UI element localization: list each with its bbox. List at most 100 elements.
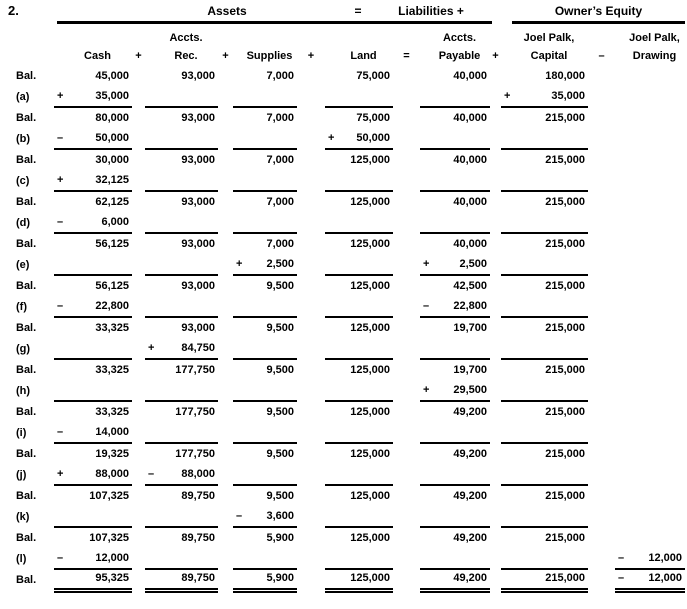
land-cell [325, 338, 393, 360]
separator-cell [218, 548, 233, 569]
capital-cell [501, 338, 588, 360]
accts-rec-cell [145, 212, 218, 234]
amount-value: 177,750 [175, 364, 215, 376]
row-label: (k) [16, 511, 30, 523]
supplies-cell: 9,500 [233, 485, 297, 506]
plus-separator: + [307, 50, 315, 62]
separator-cell [588, 548, 615, 569]
amount-value: 14,000 [95, 426, 129, 438]
supplies-cell: 7,000 [233, 191, 297, 212]
separator-cell [297, 86, 325, 107]
supplies-cell: +2,500 [233, 254, 297, 276]
supplies-cell [233, 86, 297, 108]
drawing-cell [615, 380, 685, 401]
separator-cell [393, 254, 420, 275]
balance-row: Bal. 95,325 89,750 5,900 125,000 49,200 215,00… [14, 569, 685, 593]
supplies-cell: 9,500 [233, 401, 297, 422]
row-label: (b) [16, 133, 31, 145]
row-label: Bal. [16, 154, 37, 166]
row-label: (d) [16, 217, 31, 229]
separator-cell [490, 254, 501, 275]
amount-sign: + [423, 384, 430, 396]
col-header-land: Land [350, 50, 377, 62]
transaction-row: (e) +2,500 +2,500 [14, 254, 685, 276]
amount-value: 88,000 [95, 468, 129, 480]
separator-cell [218, 296, 233, 317]
accts-rec-cell [145, 380, 218, 402]
row-label: Bal. [16, 490, 37, 502]
accts-rec-cell: +84,750 [145, 338, 218, 360]
separator-cell [393, 527, 420, 548]
amount-value: 9,500 [266, 364, 294, 376]
balance-row: Bal. 107,325 89,750 5,900 125,000 49,200 215,0… [14, 527, 685, 548]
separator-cell [588, 422, 615, 443]
separator-cell [218, 212, 233, 233]
transaction-row: (l) – 12,000 – 12,000 [14, 548, 685, 570]
separator-cell [132, 296, 145, 317]
separator-cell [297, 65, 325, 86]
supplies-cell: 7,000 [233, 233, 297, 254]
column-header-line2: Cash + Rec. + Supplies + Land = Payable … [14, 46, 685, 65]
capital-cell: 215,000 [501, 275, 588, 296]
separator-cell [132, 527, 145, 548]
row-label: (g) [16, 343, 31, 355]
amount-value: 7,000 [266, 154, 294, 166]
amount-value: 125,000 [350, 532, 390, 544]
accts-rec-cell: 177,750 [145, 443, 218, 464]
separator-cell [490, 275, 501, 296]
separator-cell [132, 212, 145, 233]
separator-cell [588, 485, 615, 506]
land-cell: 125,000 [325, 191, 393, 212]
separator-cell [588, 191, 615, 212]
supplies-cell: 9,500 [233, 275, 297, 296]
drawing-cell [615, 506, 685, 527]
capital-cell [501, 506, 588, 528]
separator-cell [393, 149, 420, 170]
separator-cell [393, 401, 420, 422]
land-cell: 125,000 [325, 443, 393, 464]
separator-cell [490, 233, 501, 254]
cash-cell: 95,325 [54, 569, 132, 593]
drawing-cell: – 12,000 [615, 569, 685, 593]
drawing-cell [615, 338, 685, 359]
capital-cell: 180,000 [501, 65, 588, 86]
separator-cell [393, 464, 420, 485]
amount-sign: – [236, 510, 243, 522]
accts-payable-cell: 49,200 [420, 527, 490, 548]
amount-value: 215,000 [545, 280, 585, 292]
row-label: Bal. [16, 406, 37, 418]
transaction-row: (i) – 14,000 [14, 422, 685, 444]
separator-cell [132, 569, 145, 590]
amount-value: 33,325 [95, 364, 129, 376]
amount-value: 125,000 [350, 280, 390, 292]
amount-value: 19,700 [453, 322, 487, 334]
drawing-cell [615, 275, 685, 296]
land-cell: 125,000 [325, 527, 393, 548]
row-label: (l) [16, 553, 27, 565]
separator-cell [218, 191, 233, 212]
supplies-cell: – 3,600 [233, 506, 297, 528]
amount-value: 2,500 [266, 258, 294, 270]
balance-row: Bal. 33,325 177,750 9,500 125,000 19,700 215,0… [14, 359, 685, 380]
separator-cell [393, 86, 420, 107]
separator-cell [588, 359, 615, 380]
amount-value: 2,500 [459, 258, 487, 270]
supplies-cell [233, 548, 297, 570]
supplies-cell: 5,900 [233, 527, 297, 548]
amount-value: 93,000 [181, 280, 215, 292]
amount-value: 95,325 [95, 571, 129, 584]
separator-cell [132, 506, 145, 527]
separator-cell [297, 359, 325, 380]
separator-cell [490, 548, 501, 569]
land-cell: 125,000 [325, 485, 393, 506]
separator-cell [297, 401, 325, 422]
drawing-cell [615, 527, 685, 548]
amount-value: 40,000 [453, 238, 487, 250]
separator-cell [132, 317, 145, 338]
amount-value: 125,000 [350, 196, 390, 208]
amount-value: 32,125 [95, 174, 129, 186]
amount-sign: – [57, 426, 64, 438]
separator-cell [588, 128, 615, 149]
amount-value: 93,000 [181, 196, 215, 208]
amount-value: 177,750 [175, 448, 215, 460]
